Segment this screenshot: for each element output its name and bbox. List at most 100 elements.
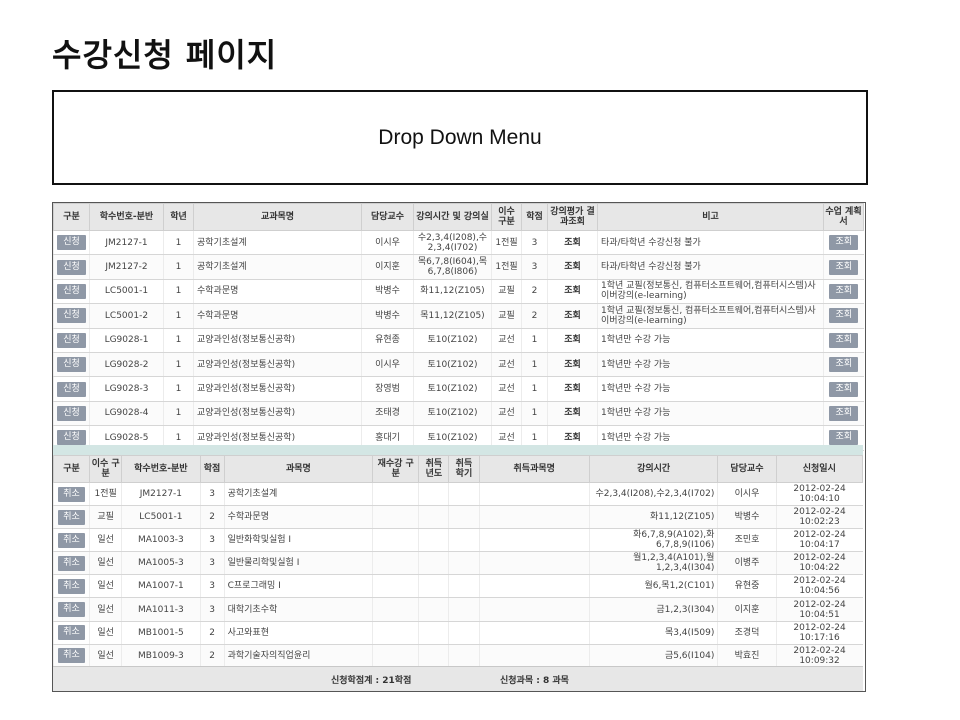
apply-button[interactable]: 신청: [57, 283, 86, 299]
course-cell-prof: 조태경: [361, 401, 414, 427]
enroll-cell-time: 월6,목1,2(C101): [588, 574, 718, 599]
course-cell-credit: 2: [521, 303, 548, 329]
enroll-cell-year: [418, 551, 449, 576]
enroll-cell-credit: 2: [199, 505, 225, 530]
enroll-cell-retake: [372, 482, 419, 507]
enroll-col-header: 이수 구분: [89, 455, 123, 483]
enroll-cell-code: MA1005-3: [121, 551, 201, 576]
enroll-cell-time: 화6,7,8,9(A102),화6,7,8,9(I106): [588, 528, 718, 553]
syllabus-view-button[interactable]: 조회: [829, 381, 859, 397]
table-row: 신청 LG9028-1 1 교양과인성(정보통신공학) 유현종 토10(Z102) 교선 1 조…: [53, 328, 864, 353]
enroll-cell-year: [418, 528, 449, 553]
enroll-cell-year: [418, 505, 449, 530]
page-title: 수강신청 페이지: [52, 36, 278, 74]
apply-button[interactable]: 신청: [57, 357, 86, 373]
course-col-header: 학점: [521, 203, 548, 231]
cancel-button[interactable]: 취소: [58, 625, 85, 641]
course-cell-credit: 1: [521, 376, 548, 402]
course-cell-eval[interactable]: 조회: [547, 279, 598, 305]
enroll-cell-credit: 3: [199, 574, 225, 599]
course-cell-code: LG9028-2: [89, 352, 164, 378]
cancel-button[interactable]: 취소: [58, 602, 85, 618]
syllabus-view-button[interactable]: 조회: [829, 357, 859, 373]
course-cell-eval[interactable]: 조회: [547, 352, 598, 378]
course-cell-plan: 조회: [823, 279, 864, 305]
apply-button[interactable]: 신청: [57, 259, 86, 275]
course-cell-eval[interactable]: 조회: [547, 328, 598, 353]
cancel-button[interactable]: 취소: [58, 578, 85, 594]
course-cell-credit: 3: [521, 254, 548, 280]
table-row: 취소 1전필 JM2127-1 3 공학기초설계 수2,3,4(I208),수2,3,4(…: [52, 482, 863, 507]
enroll-cell-term: [448, 505, 480, 530]
enroll-cell-type: 교필: [89, 505, 122, 530]
enroll-cell-code: JM2127-1: [121, 482, 201, 507]
table-row: 취소 일선 MA1003-3 3 일반화학및실험 I 화6,7,8,9(A102),화6,…: [52, 528, 863, 553]
cancel-button[interactable]: 취소: [58, 509, 85, 525]
course-cell-type: 교선: [491, 328, 522, 353]
apply-button[interactable]: 신청: [57, 381, 86, 397]
apply-button[interactable]: 신청: [57, 332, 86, 348]
dropdown-menu[interactable]: Drop Down Menu: [52, 90, 868, 185]
enroll-cell-credit: 2: [199, 644, 225, 668]
course-cell-type: 교선: [491, 401, 522, 427]
enroll-col-header: 신청일시: [775, 455, 864, 483]
course-cell-type: 1전필: [491, 254, 522, 280]
course-cell-type: 교필: [491, 279, 522, 305]
apply-button[interactable]: 신청: [57, 308, 86, 324]
course-cell-eval[interactable]: 조회: [547, 376, 598, 402]
enroll-cell-name: 수학과문명: [223, 505, 373, 530]
enroll-cell-year: [418, 597, 449, 622]
course-table-body: 신청 JM2127-1 1 공학기초설계 이시우 수2,3,4(I208),수2,3,4(…: [53, 230, 864, 451]
course-cell-grade: 1: [163, 230, 194, 256]
course-cell-prof: 이지훈: [361, 254, 414, 280]
course-cell-eval[interactable]: 조회: [547, 254, 598, 280]
enroll-cell-action: 취소: [52, 482, 90, 507]
apply-button[interactable]: 신청: [57, 235, 86, 251]
syllabus-view-button[interactable]: 조회: [829, 235, 859, 251]
enroll-cell-term: [448, 597, 480, 622]
syllabus-view-button[interactable]: 조회: [829, 259, 859, 275]
apply-button[interactable]: 신청: [57, 430, 86, 446]
enroll-col-header: 강의시간: [588, 455, 719, 483]
enroll-cell-credit: 3: [199, 551, 225, 576]
enroll-cell-action: 취소: [52, 644, 90, 668]
course-cell-eval[interactable]: 조회: [547, 230, 598, 256]
cancel-button[interactable]: 취소: [58, 555, 85, 571]
apply-button[interactable]: 신청: [57, 405, 86, 421]
course-cell-prof: 이시우: [361, 230, 414, 256]
course-cell-action: 신청: [53, 279, 90, 305]
course-cell-eval[interactable]: 조회: [547, 303, 598, 329]
enroll-cell-term: [448, 621, 480, 645]
cancel-button[interactable]: 취소: [58, 648, 85, 664]
enroll-cell-type: 일선: [89, 621, 122, 645]
course-cell-time: 토10(Z102): [413, 352, 492, 378]
course-cell-prof: 유현종: [361, 328, 414, 353]
enroll-cell-name: 일반물리학및실험 I: [223, 551, 373, 576]
table-row: 취소 일선 MA1007-1 3 C프로그래밍 I 월6,목1,2(C101) 유현중 201…: [52, 574, 863, 599]
syllabus-view-button[interactable]: 조회: [829, 308, 859, 324]
enroll-col-header: 구분: [52, 455, 91, 483]
course-cell-grade: 1: [163, 401, 194, 427]
enroll-cell-time: 월1,2,3,4(A101),월1,2,3,4(I304): [588, 551, 718, 576]
syllabus-view-button[interactable]: 조회: [829, 283, 859, 299]
course-cell-note: 타과/타학년 수강신청 불가: [597, 230, 824, 256]
course-cell-time: 목11,12(Z105): [413, 303, 492, 329]
total-courses: 신청과목 : 8 과목: [500, 676, 569, 686]
enroll-cell-prof: 조민호: [717, 528, 777, 553]
syllabus-view-button[interactable]: 조회: [829, 405, 859, 421]
course-cell-action: 신청: [53, 303, 90, 329]
syllabus-view-button[interactable]: 조회: [829, 332, 859, 348]
course-list-table: 구분 학수번호-분반 학년 교과목명 담당교수 강의시간 및 강의실 이수 구분 학점 강의평가…: [53, 203, 864, 451]
course-cell-type: 교선: [491, 376, 522, 402]
cancel-button[interactable]: 취소: [58, 532, 85, 548]
course-cell-action: 신청: [53, 376, 90, 402]
enroll-cell-type: 1전필: [89, 482, 122, 507]
enroll-cell-date: 2012-02-24 10:04:22: [775, 551, 863, 576]
enroll-cell-code: MA1011-3: [121, 597, 201, 622]
cancel-button[interactable]: 취소: [58, 486, 85, 502]
syllabus-view-button[interactable]: 조회: [829, 430, 859, 446]
enroll-cell-prof: 이지훈: [717, 597, 777, 622]
enroll-cell-name: 대학기초수학: [223, 597, 373, 622]
enroll-cell-code: LC5001-1: [121, 505, 201, 530]
course-cell-eval[interactable]: 조회: [547, 401, 598, 427]
